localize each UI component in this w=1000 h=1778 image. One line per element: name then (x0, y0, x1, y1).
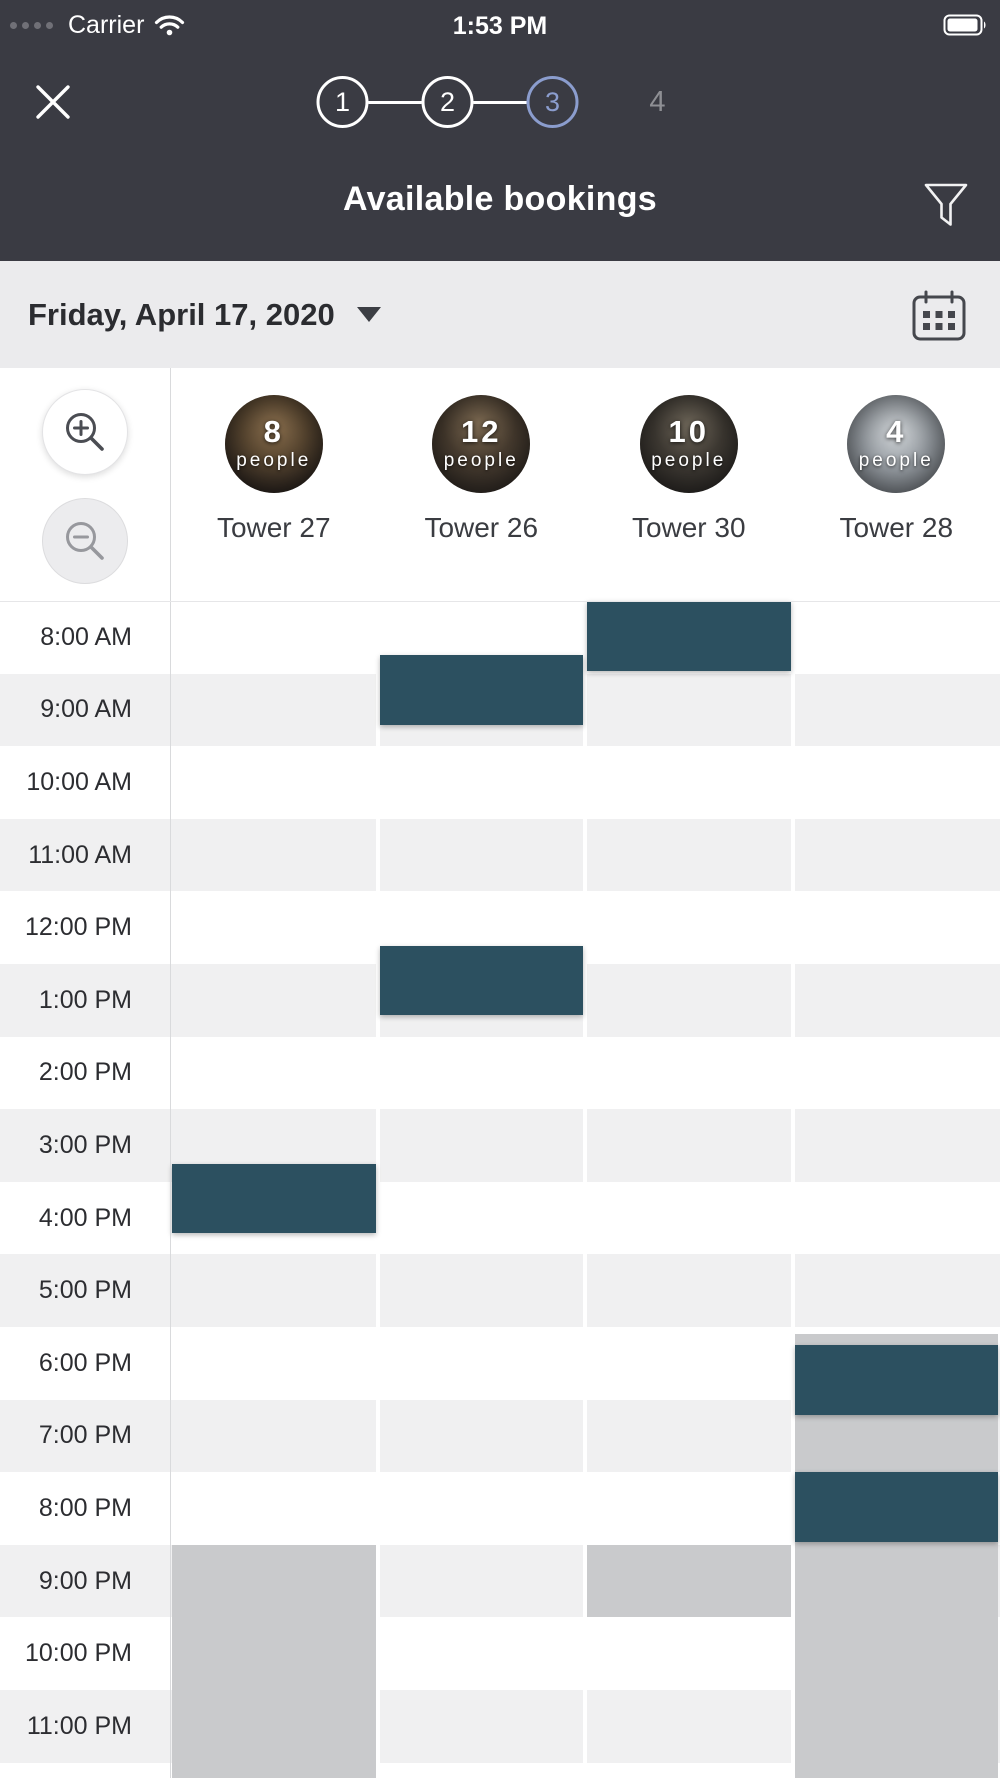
unavailable-block (172, 1544, 376, 1778)
room-capacity: 8 (263, 413, 284, 449)
room-capacity: 10 (668, 413, 709, 449)
booking-block[interactable] (794, 1345, 998, 1415)
step-4-label: 4 (649, 85, 666, 118)
battery-icon (943, 14, 986, 36)
step-4[interactable]: 4 (632, 76, 684, 128)
booking-block[interactable] (379, 655, 583, 726)
zoom-in-icon (66, 413, 104, 451)
date-bar: Friday, April 17, 2020 (0, 261, 1000, 368)
zoom-in-button[interactable] (42, 389, 128, 475)
wizard-header: 1 2 3 4 Available bookings (0, 50, 1000, 261)
step-1-label: 1 (334, 86, 351, 117)
status-bar: Carrier 1:53 PM (0, 0, 1000, 50)
column-divider (583, 601, 587, 1778)
time-label: 6:00 PM (38, 1348, 132, 1377)
date-selector[interactable]: Friday, April 17, 2020 (28, 261, 381, 368)
grid-row (0, 1181, 1000, 1255)
page-title: Available bookings (343, 180, 657, 218)
room-capacity: 12 (461, 413, 502, 449)
room-capacity: 4 (886, 413, 907, 449)
room-name: Tower 26 (424, 512, 539, 543)
step-3-label: 3 (544, 86, 561, 117)
step-connector-3-4 (579, 101, 632, 104)
booking-block[interactable] (379, 945, 583, 1016)
time-label: 10:00 PM (24, 1639, 132, 1668)
wifi-icon (155, 15, 185, 36)
schedule-area: 8:00 AM 9:00 AM 10:00 AM 11:00 AM 12:00 PM 1:… (0, 368, 1000, 1778)
room-name: Tower 27 (216, 512, 331, 543)
time-label: 2:00 PM (38, 1058, 132, 1087)
grid-row (0, 746, 1000, 819)
room-capacity-label: people (443, 450, 519, 472)
time-label: 9:00 AM (40, 695, 132, 724)
time-label: 1:00 PM (38, 985, 132, 1014)
room-capacity-label: people (858, 450, 934, 472)
grid-row (0, 818, 1000, 892)
grid-top-divider (0, 601, 1000, 602)
step-connector-2-3 (473, 100, 527, 104)
time-label: 8:00 PM (38, 1493, 132, 1522)
room-avatar[interactable]: 4 people (847, 395, 946, 493)
time-label: 5:00 PM (38, 1276, 132, 1305)
zoom-out-button[interactable] (42, 498, 128, 584)
grid-row (0, 1254, 1000, 1327)
step-indicator: 1 2 3 4 (316, 76, 684, 128)
status-left: Carrier (10, 0, 185, 50)
zoom-out-icon (66, 522, 104, 560)
step-1[interactable]: 1 (316, 76, 369, 128)
chevron-down-icon (356, 307, 381, 322)
carrier-label: Carrier (68, 10, 145, 39)
cellular-signal-icon (10, 21, 58, 29)
room-capacity-label: people (651, 450, 727, 472)
status-right (943, 14, 988, 36)
step-2-label: 2 (439, 86, 456, 117)
column-divider (790, 601, 795, 1778)
room-avatar[interactable]: 10 people (639, 395, 738, 493)
booking-block[interactable] (794, 1472, 998, 1542)
unavailable-block (587, 1544, 791, 1618)
calendar-icon[interactable] (911, 289, 967, 343)
room-capacity-label: people (236, 450, 312, 472)
time-label: 9:00 PM (38, 1566, 132, 1595)
time-label: 12:00 PM (24, 913, 132, 942)
room-name: Tower 30 (631, 512, 746, 543)
room-avatar[interactable]: 12 people (432, 395, 531, 493)
grid-row (0, 1109, 1000, 1182)
time-label: 3:00 PM (38, 1130, 132, 1159)
time-label: 4:00 PM (38, 1203, 132, 1232)
room-name: Tower 28 (839, 512, 954, 543)
time-label: 7:00 PM (38, 1421, 132, 1450)
date-label: Friday, April 17, 2020 (28, 296, 335, 332)
grid-row (0, 1036, 1000, 1110)
time-label: 11:00 PM (26, 1711, 132, 1740)
time-label: 10:00 AM (26, 767, 132, 796)
time-label: 11:00 AM (28, 840, 132, 869)
booking-block[interactable] (587, 601, 791, 671)
step-3-active[interactable]: 3 (526, 76, 579, 128)
time-label: 8:00 AM (40, 622, 132, 651)
time-column-divider (170, 368, 171, 1778)
close-icon[interactable] (30, 79, 76, 125)
step-2[interactable]: 2 (421, 76, 474, 128)
room-avatar[interactable]: 8 people (224, 395, 323, 493)
step-connector-1-2 (368, 100, 422, 104)
column-divider (375, 601, 380, 1778)
filter-icon[interactable] (922, 182, 970, 228)
booking-block[interactable] (172, 1163, 376, 1234)
